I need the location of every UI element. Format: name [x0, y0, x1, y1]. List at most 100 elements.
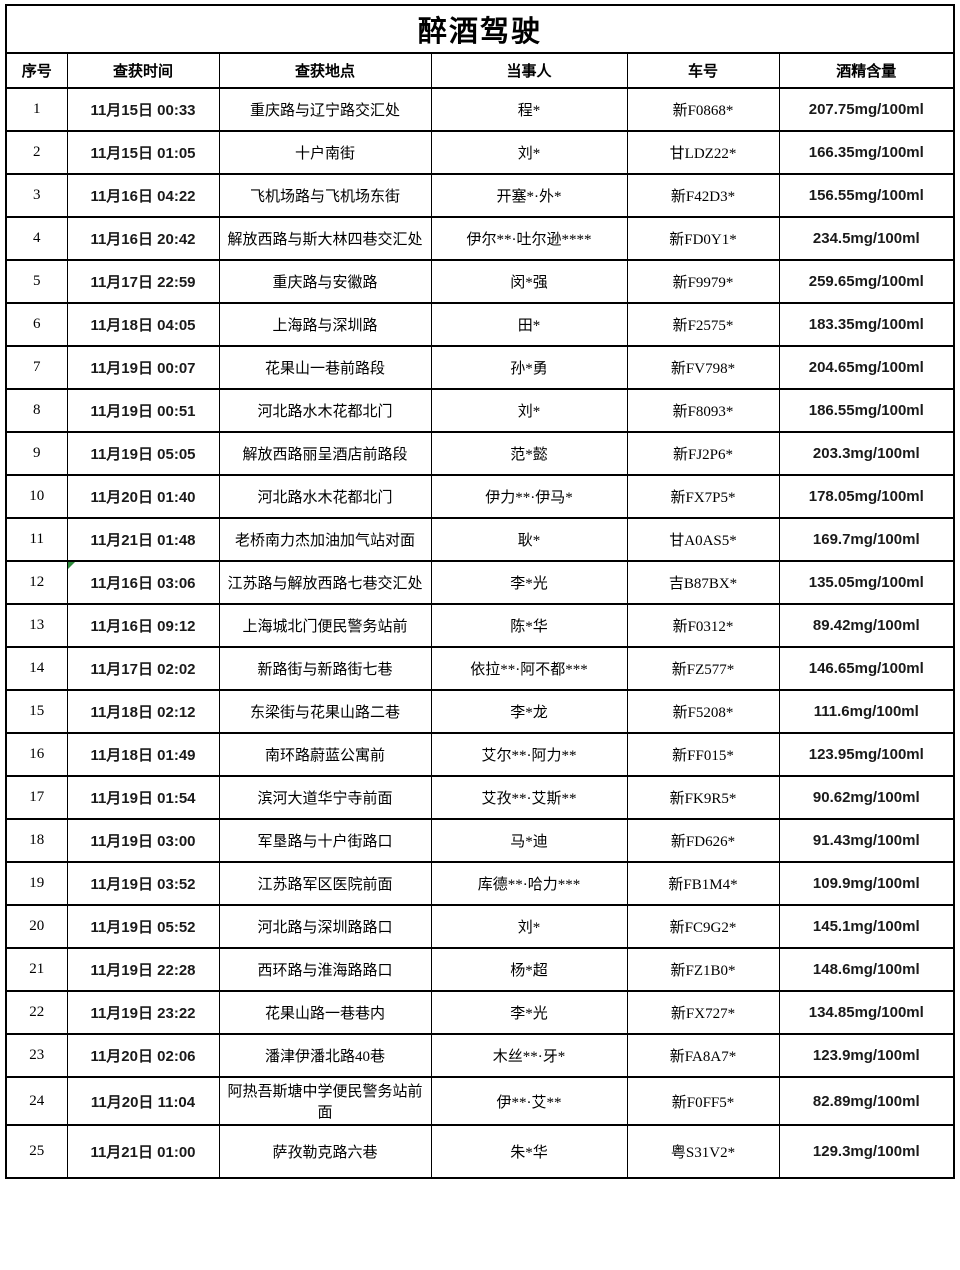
party-cell: 伊尔**·吐尔逊****	[430, 216, 628, 261]
table-row: 10 11月20日 01:40 河北路水木花都北门 伊力**·伊马* 新FX7P…	[5, 474, 955, 519]
party-cell: 李*光	[430, 990, 628, 1035]
location-cell: 河北路与深圳路路口	[218, 904, 432, 949]
plate-cell: 新FD626*	[626, 818, 780, 863]
column-header: 序号	[5, 52, 68, 89]
plate-cell: 新F0312*	[626, 603, 780, 648]
plate-cell: 吉B87BX*	[626, 560, 780, 605]
table-row: 7 11月19日 00:07 花果山一巷前路段 孙*勇 新FV798* 204.…	[5, 345, 955, 390]
row-number-cell: 22	[5, 990, 68, 1035]
row-number-cell: 23	[5, 1033, 68, 1078]
alcohol-cell: 183.35mg/100ml	[778, 302, 955, 347]
location-cell: 河北路水木花都北门	[218, 474, 432, 519]
row-number-cell: 11	[5, 517, 68, 562]
plate-cell: 甘LDZ22*	[626, 130, 780, 175]
plate-cell: 新F0FF5*	[626, 1076, 780, 1126]
plate-cell: 新FC9G2*	[626, 904, 780, 949]
party-cell: 依拉**·阿不都***	[430, 646, 628, 691]
table-row: 15 11月18日 02:12 东梁街与花果山路二巷 李*龙 新F5208* 1…	[5, 689, 955, 734]
alcohol-cell: 129.3mg/100ml	[778, 1124, 955, 1179]
party-cell: 耿*	[430, 517, 628, 562]
row-number-cell: 21	[5, 947, 68, 992]
time-cell: 11月19日 22:28	[66, 947, 220, 992]
time-cell: 11月19日 01:54	[66, 775, 220, 820]
plate-cell: 新FD0Y1*	[626, 216, 780, 261]
table-row: 1 11月15日 00:33 重庆路与辽宁路交汇处 程* 新F0868* 207…	[5, 87, 955, 132]
table-row: 14 11月17日 02:02 新路街与新路街七巷 依拉**·阿不都*** 新F…	[5, 646, 955, 691]
time-cell: 11月16日 04:22	[66, 173, 220, 218]
party-cell: 程*	[430, 87, 628, 132]
alcohol-cell: 186.55mg/100ml	[778, 388, 955, 433]
time-cell: 11月19日 23:22	[66, 990, 220, 1035]
row-number-cell: 20	[5, 904, 68, 949]
party-cell: 刘*	[430, 130, 628, 175]
alcohol-cell: 178.05mg/100ml	[778, 474, 955, 519]
alcohol-cell: 82.89mg/100ml	[778, 1076, 955, 1126]
time-cell: 11月15日 01:05	[66, 130, 220, 175]
location-cell: 阿热吾斯塘中学便民警务站前面	[218, 1076, 432, 1126]
title-row: 醉酒驾驶	[5, 4, 955, 54]
plate-cell: 粤S31V2*	[626, 1124, 780, 1179]
location-cell: 新路街与新路街七巷	[218, 646, 432, 691]
table-row: 2 11月15日 01:05 十户南街 刘* 甘LDZ22* 166.35mg/…	[5, 130, 955, 175]
time-cell: 11月16日 03:06	[66, 560, 220, 605]
time-cell: 11月21日 01:48	[66, 517, 220, 562]
column-header: 酒精含量	[778, 52, 955, 89]
column-header: 查获时间	[66, 52, 220, 89]
plate-cell: 甘A0AS5*	[626, 517, 780, 562]
party-cell: 李*龙	[430, 689, 628, 734]
location-cell: 军垦路与十户街路口	[218, 818, 432, 863]
alcohol-cell: 134.85mg/100ml	[778, 990, 955, 1035]
row-number-cell: 8	[5, 388, 68, 433]
party-cell: 朱*华	[430, 1124, 628, 1179]
party-cell: 陈*华	[430, 603, 628, 648]
table-row: 23 11月20日 02:06 潘津伊潘北路40巷 木丝**·牙* 新FA8A7…	[5, 1033, 955, 1078]
row-number-cell: 15	[5, 689, 68, 734]
location-cell: 潘津伊潘北路40巷	[218, 1033, 432, 1078]
location-cell: 河北路水木花都北门	[218, 388, 432, 433]
table-row: 18 11月19日 03:00 军垦路与十户街路口 马*迪 新FD626* 91…	[5, 818, 955, 863]
time-cell: 11月21日 01:00	[66, 1124, 220, 1179]
row-number-cell: 9	[5, 431, 68, 476]
location-cell: 江苏路军区医院前面	[218, 861, 432, 906]
party-cell: 刘*	[430, 904, 628, 949]
table-row: 3 11月16日 04:22 飞机场路与飞机场东街 开塞*·外* 新F42D3*…	[5, 173, 955, 218]
row-number-cell: 19	[5, 861, 68, 906]
alcohol-cell: 203.3mg/100ml	[778, 431, 955, 476]
time-cell: 11月18日 01:49	[66, 732, 220, 777]
alcohol-cell: 111.6mg/100ml	[778, 689, 955, 734]
time-cell: 11月20日 02:06	[66, 1033, 220, 1078]
row-number-cell: 25	[5, 1124, 68, 1179]
row-number-cell: 1	[5, 87, 68, 132]
party-cell: 木丝**·牙*	[430, 1033, 628, 1078]
party-cell: 孙*勇	[430, 345, 628, 390]
row-number-cell: 4	[5, 216, 68, 261]
alcohol-cell: 91.43mg/100ml	[778, 818, 955, 863]
row-number-cell: 7	[5, 345, 68, 390]
party-cell: 刘*	[430, 388, 628, 433]
party-cell: 艾孜**·艾斯**	[430, 775, 628, 820]
table-row: 8 11月19日 00:51 河北路水木花都北门 刘* 新F8093* 186.…	[5, 388, 955, 433]
alcohol-cell: 109.9mg/100ml	[778, 861, 955, 906]
plate-cell: 新FJ2P6*	[626, 431, 780, 476]
location-cell: 花果山一巷前路段	[218, 345, 432, 390]
location-cell: 上海路与深圳路	[218, 302, 432, 347]
alcohol-cell: 166.35mg/100ml	[778, 130, 955, 175]
table-row: 22 11月19日 23:22 花果山路一巷巷内 李*光 新FX727* 134…	[5, 990, 955, 1035]
time-cell: 11月17日 02:02	[66, 646, 220, 691]
plate-cell: 新FX727*	[626, 990, 780, 1035]
drunk-driving-table: 醉酒驾驶 序号 查获时间 查获地点 当事人 车号 酒精含量 1 11月15日 00:33 …	[5, 4, 956, 1179]
alcohol-cell: 145.1mg/100ml	[778, 904, 955, 949]
party-cell: 李*光	[430, 560, 628, 605]
time-cell: 11月16日 20:42	[66, 216, 220, 261]
table-row: 5 11月17日 22:59 重庆路与安徽路 闵*强 新F9979* 259.6…	[5, 259, 955, 304]
row-number-cell: 6	[5, 302, 68, 347]
plate-cell: 新FB1M4*	[626, 861, 780, 906]
alcohol-cell: 204.65mg/100ml	[778, 345, 955, 390]
plate-cell: 新FF015*	[626, 732, 780, 777]
table-row: 16 11月18日 01:49 南环路蔚蓝公寓前 艾尔**·阿力** 新FF01…	[5, 732, 955, 777]
column-header: 车号	[626, 52, 780, 89]
time-cell: 11月19日 03:00	[66, 818, 220, 863]
party-cell: 伊力**·伊马*	[430, 474, 628, 519]
party-cell: 艾尔**·阿力**	[430, 732, 628, 777]
